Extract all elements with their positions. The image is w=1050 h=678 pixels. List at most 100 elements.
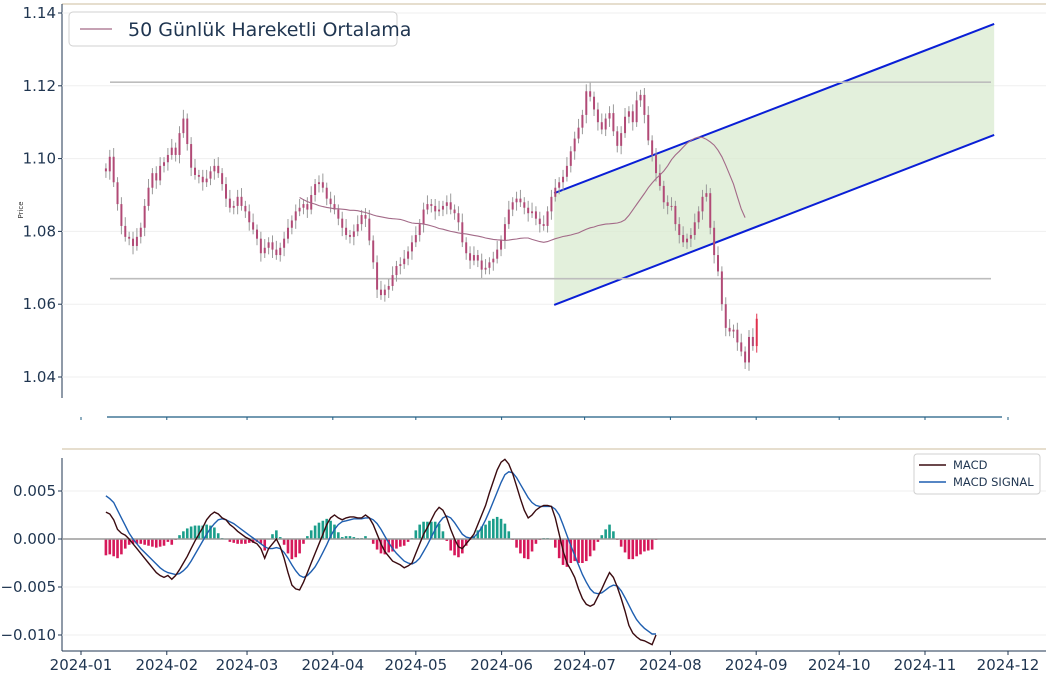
candle-body: [465, 242, 468, 254]
x-tick-label: 2024-04: [301, 656, 364, 674]
price-legend: 50 Günlük Hareketli Ortalama: [68, 11, 411, 47]
histogram-bar: [406, 539, 410, 542]
candle-body: [484, 267, 487, 270]
histogram-bar: [375, 539, 379, 550]
histogram-bar: [170, 539, 174, 545]
histogram-bar: [530, 539, 534, 552]
macd-legend-label: MACD SIGNAL: [953, 475, 1034, 489]
histogram-bar: [437, 523, 441, 539]
candle-body: [755, 318, 758, 347]
candle-body: [364, 215, 367, 219]
histogram-bar: [507, 531, 511, 539]
candle-body: [662, 185, 665, 203]
histogram-bar: [596, 539, 600, 542]
candle-body: [178, 133, 181, 155]
histogram-bar: [480, 526, 483, 539]
histogram-bar: [205, 524, 208, 539]
candle-body: [376, 262, 379, 290]
histogram-bar: [414, 530, 418, 539]
histogram-bar: [344, 536, 348, 539]
candle-body: [461, 222, 464, 243]
histogram-bar: [488, 520, 491, 539]
histogram-bar: [557, 539, 561, 559]
candle-body: [170, 147, 173, 155]
histogram-bar: [503, 523, 507, 539]
candle-body: [213, 165, 216, 172]
candle-body: [751, 336, 754, 347]
histogram-bar: [395, 539, 398, 549]
candle-body: [159, 165, 162, 181]
candle-body: [252, 222, 255, 230]
candle-body: [104, 168, 107, 172]
candle-body: [736, 329, 739, 343]
histogram-bar: [143, 539, 146, 545]
x-tick-label: 2024-11: [894, 656, 957, 674]
candle-body: [693, 222, 696, 236]
histogram-bar: [306, 536, 309, 539]
histogram-bar: [193, 525, 197, 539]
macd-legend: MACD MACD SIGNAL: [913, 453, 1041, 495]
candle-body: [562, 176, 565, 183]
candle-body: [197, 174, 200, 177]
candle-body: [410, 242, 413, 252]
histogram-bar: [139, 539, 143, 544]
candle-body: [294, 211, 297, 221]
candle-body: [383, 289, 386, 296]
histogram-bar: [340, 537, 344, 539]
candle-body: [290, 220, 293, 228]
histogram-bar: [131, 539, 135, 544]
histogram-bar: [457, 539, 460, 558]
candle-body: [515, 198, 518, 203]
candle-body: [697, 211, 700, 223]
histogram-bar: [526, 539, 530, 560]
candle-body: [658, 173, 661, 186]
candle-body: [399, 264, 402, 266]
histogram-bar: [430, 521, 433, 539]
candle-body: [724, 304, 727, 328]
macd-legend-label: MACD: [953, 458, 988, 472]
candle-body: [387, 286, 390, 290]
macd-y-ticks: 0.005 0.000 −0.005 −0.010: [0, 482, 62, 644]
candle-body: [240, 196, 243, 206]
candle-body: [445, 202, 448, 206]
histogram-bar: [286, 539, 290, 554]
candle-body: [740, 342, 743, 352]
histogram-bar: [553, 539, 557, 548]
candle-body: [608, 113, 611, 119]
histogram-bar: [135, 539, 139, 544]
candle-body: [155, 173, 158, 181]
histogram-bar: [263, 539, 267, 551]
price-y-ticks: 1.04 1.06 1.08 1.10 1.12 1.14: [23, 4, 62, 386]
histogram-bar: [418, 524, 422, 539]
candle-body: [232, 205, 235, 208]
price-legend-label: 50 Günlük Hareketli Ortalama: [128, 19, 411, 41]
histogram-bar: [461, 539, 464, 554]
candle-body: [639, 94, 642, 101]
histogram-bar: [631, 539, 635, 560]
candle-body: [302, 204, 305, 208]
macd-y-tick-label: −0.010: [0, 626, 56, 644]
trend-channel: [553, 22, 995, 306]
candle-body: [643, 94, 646, 115]
macd-legend-box: [913, 453, 1041, 495]
candle-body: [325, 187, 328, 199]
candle-body: [655, 154, 658, 174]
histogram-bar: [337, 532, 340, 539]
histogram-bar: [515, 539, 518, 548]
histogram-bar: [476, 530, 480, 539]
histogram-bar: [522, 539, 526, 559]
candle-body: [569, 151, 572, 166]
candle-body: [108, 156, 111, 172]
price-y-tick-label: 1.06: [23, 295, 56, 313]
candle-body: [395, 265, 398, 276]
candle-body: [635, 100, 638, 123]
histogram-bar: [604, 529, 607, 539]
histogram-bar: [402, 539, 406, 546]
histogram-bar: [619, 539, 623, 547]
histogram-bar: [399, 539, 402, 547]
candle-body: [186, 118, 189, 145]
candle-body: [670, 205, 673, 207]
candle-body: [263, 247, 266, 254]
candle-body: [217, 165, 220, 174]
